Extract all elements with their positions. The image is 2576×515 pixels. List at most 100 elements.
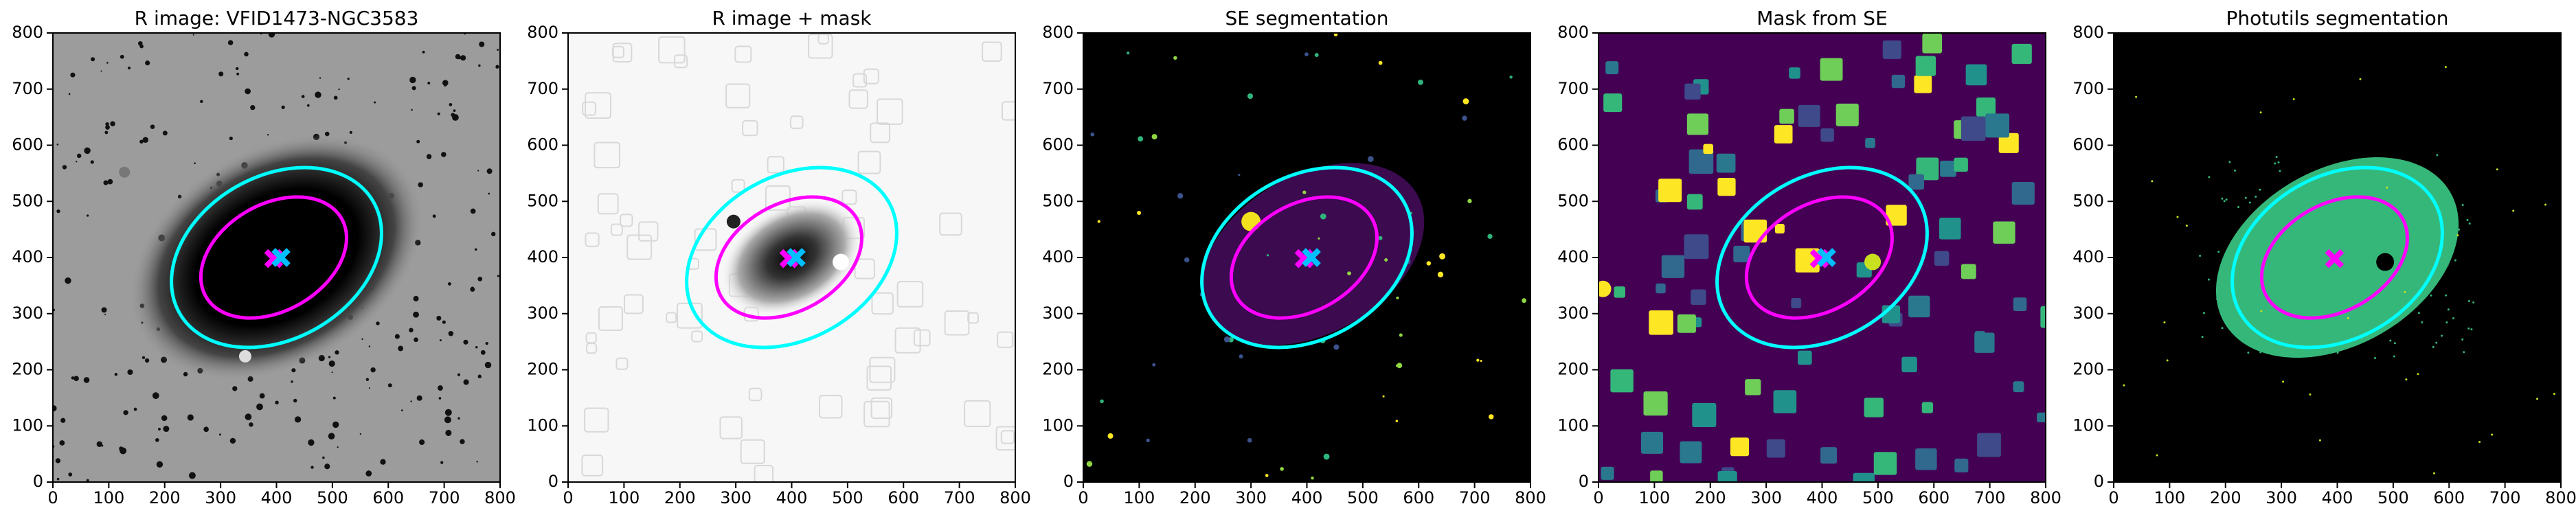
mask-region (1688, 149, 1714, 174)
star (413, 311, 419, 318)
mask-region (1961, 116, 1986, 141)
x-tick-label: 0 (2108, 488, 2119, 507)
star (409, 76, 416, 84)
mask-region (1692, 402, 1717, 427)
x-tick-label: 400 (1291, 488, 1323, 507)
segment (2199, 254, 2202, 257)
marker (1302, 248, 1321, 267)
mask-region (1977, 433, 2001, 457)
star (476, 461, 478, 463)
mask-region (852, 73, 868, 88)
segment (1086, 461, 1093, 467)
star (218, 433, 221, 436)
x-tick-label: 400 (2322, 488, 2353, 507)
mask-region (620, 214, 633, 227)
x-tick-label: 700 (1974, 488, 2006, 507)
star (150, 124, 155, 129)
segment (1467, 198, 1472, 203)
mask-region (944, 310, 970, 336)
star (291, 380, 293, 383)
mask-region (1882, 40, 1901, 59)
segment (1107, 433, 1114, 439)
mask-region (1605, 61, 1619, 75)
star (310, 466, 314, 469)
image (2114, 33, 2561, 482)
star (411, 108, 413, 111)
marker (2325, 249, 2345, 268)
mask-region (615, 357, 629, 370)
y-tick-label: 600 (527, 135, 558, 154)
x-tick-label: 200 (1695, 488, 1726, 507)
segment (1462, 98, 1469, 104)
mask-region (1993, 221, 2015, 244)
mask-region (1961, 264, 1976, 279)
segment (1304, 52, 1309, 57)
x-tick-label: 200 (1179, 488, 1211, 507)
star (479, 41, 485, 47)
star (438, 385, 443, 391)
mask-region (997, 331, 1014, 348)
mask-region (819, 394, 843, 419)
star (365, 470, 372, 477)
star (488, 192, 490, 195)
star (368, 345, 371, 347)
star (267, 134, 269, 136)
star (324, 464, 330, 470)
mask-region (748, 387, 762, 402)
segment (2225, 198, 2228, 201)
segment (1323, 453, 1330, 460)
star (161, 415, 168, 422)
star (495, 65, 499, 69)
star (328, 356, 331, 358)
star (332, 396, 336, 400)
segment (2389, 339, 2392, 342)
star (374, 101, 376, 104)
star (455, 54, 461, 60)
star (463, 339, 468, 345)
star (419, 439, 425, 446)
star (359, 433, 361, 435)
x-tick-label: 700 (1459, 488, 1491, 507)
star (477, 276, 483, 282)
x-tick-label: 700 (2489, 488, 2521, 507)
star (463, 379, 469, 385)
mask-region (1661, 255, 1685, 278)
star (56, 209, 60, 214)
star (453, 109, 456, 112)
star (477, 170, 479, 172)
segment (2433, 472, 2436, 474)
star (293, 398, 297, 403)
segment (1333, 33, 1338, 36)
star (104, 313, 106, 315)
segment (2374, 356, 2377, 359)
segment (2496, 168, 2498, 171)
y-tick-label: 300 (1042, 304, 1074, 323)
segment (2151, 180, 2154, 183)
panel-title: SE segmentation (1225, 7, 1389, 30)
segment (2255, 195, 2257, 198)
segment (1487, 233, 1493, 239)
star (100, 70, 102, 72)
mask-region (1791, 297, 1802, 308)
mask-region (585, 92, 611, 119)
segment (1397, 363, 1403, 369)
mask-region (1703, 144, 1714, 154)
star (204, 248, 224, 267)
star (250, 104, 256, 111)
star (142, 356, 146, 359)
segment (2347, 317, 2349, 319)
segment (2203, 312, 2206, 314)
y-tick-label: 400 (12, 247, 43, 266)
mask-region (610, 223, 623, 236)
segment (2463, 351, 2465, 354)
segment (2421, 321, 2424, 323)
x-tick-label: 500 (2377, 488, 2409, 507)
star (106, 62, 109, 64)
mask-region (1774, 223, 1785, 234)
segment (2393, 342, 2396, 345)
segment (2336, 352, 2339, 354)
segment (2176, 216, 2179, 218)
mask-region (2013, 297, 2027, 311)
star (119, 166, 131, 178)
mask-region (626, 234, 653, 260)
